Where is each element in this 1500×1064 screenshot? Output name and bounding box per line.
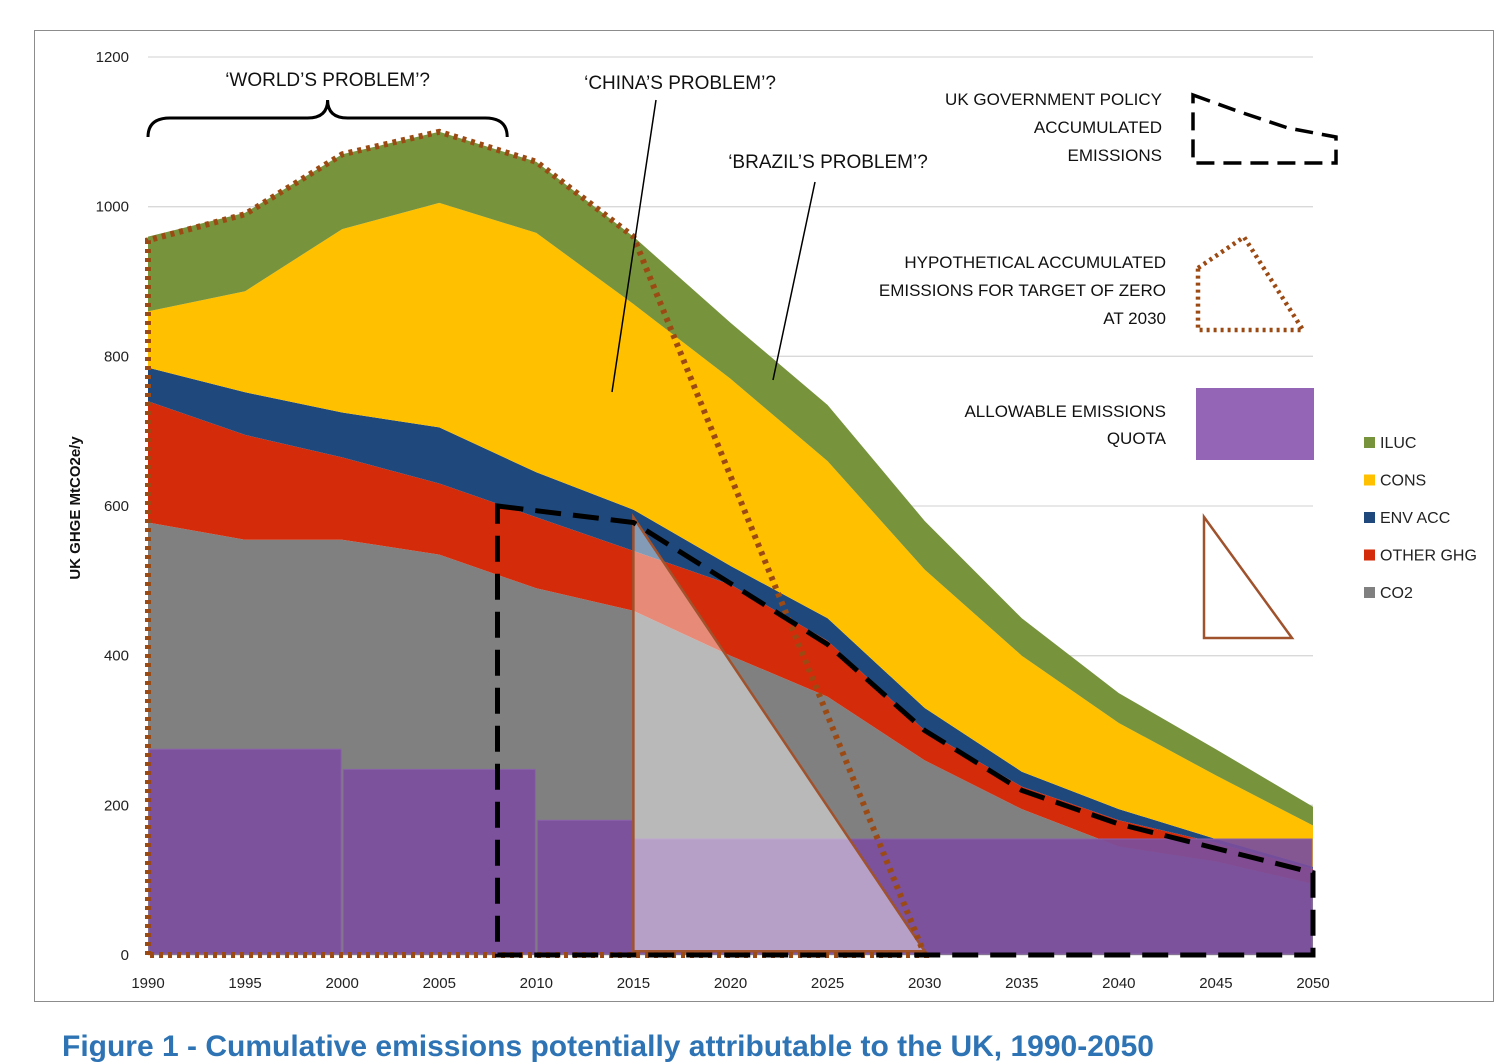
hypothetical-emissions-outline (145, 128, 930, 958)
legend-swatch-iluc (1364, 437, 1375, 448)
key-policy-label: ACCUMULATED (1034, 118, 1162, 137)
x-tick-label: 1995 (228, 975, 261, 992)
legend-swatch-env-acc (1364, 512, 1375, 523)
y-tick-label: 800 (104, 348, 129, 365)
area-iluc (148, 131, 1313, 826)
key-hypothetical-label: AT 2030 (1103, 309, 1166, 328)
x-tick-label: 2020 (714, 975, 747, 992)
annotation-world-problem: ‘WORLD’S PROBLEM’? (225, 70, 430, 91)
key-hypothetical-label: EMISSIONS FOR TARGET OF ZERO (879, 281, 1166, 300)
y-tick-label: 600 (104, 498, 129, 515)
x-tick-label: 2045 (1199, 975, 1232, 992)
y-tick-label: 0 (121, 947, 129, 964)
x-tick-label: 2030 (908, 975, 941, 992)
legend-label-cons: CONS (1380, 473, 1426, 490)
quota-block (633, 838, 1313, 955)
triangle-region (632, 513, 928, 953)
x-tick-label: 2050 (1296, 975, 1329, 992)
key-policy-label: EMISSIONS (1068, 146, 1162, 165)
area-cons (148, 202, 1313, 867)
x-tick-label: 2035 (1005, 975, 1038, 992)
x-tick-label: 2015 (617, 975, 650, 992)
y-tick-label: 1000 (96, 199, 129, 216)
key-quota-label: ALLOWABLE EMISSIONS (964, 402, 1166, 421)
key-policy-symbol (1191, 92, 1338, 165)
legend-swatch-co2 (1364, 587, 1375, 598)
x-tick-label: 2010 (520, 975, 553, 992)
x-tick-label: 2000 (325, 975, 358, 992)
figure-caption: Figure 1 - Cumulative emissions potentia… (62, 1030, 1154, 1063)
legend-label-env-acc: ENV ACC (1380, 510, 1450, 527)
key-hypothetical-symbol (1195, 233, 1308, 333)
key-triangle-symbol (1202, 513, 1295, 640)
y-tick-label: 1200 (96, 49, 129, 66)
area-other-ghg (148, 401, 1313, 884)
annotation-china-problem: ‘CHINA’S PROBLEM’? (584, 73, 776, 94)
legend-swatch-other-ghg (1364, 549, 1375, 561)
legend-label-iluc: ILUC (1380, 435, 1416, 452)
key-quota-label: QUOTA (1107, 429, 1167, 448)
quota-block (536, 819, 633, 955)
x-tick-label: 1990 (131, 975, 164, 992)
emissions-area-chart: 0 200 400 600 800 1000 1200 1990 1995 2000 2005 201… (67, 49, 1477, 992)
china-pointer-line (611, 99, 657, 393)
quota-block (342, 768, 536, 955)
quota-block (148, 748, 342, 955)
y-axis-label: UK GHGE MtCO2e/y (67, 436, 84, 580)
annotation-brazil-problem: ‘BRAZIL’S PROBLEM’? (728, 152, 928, 173)
key-hypothetical-label: HYPOTHETICAL ACCUMULATED (904, 253, 1166, 272)
legend-swatch-cons (1364, 474, 1375, 486)
world-problem-bracket (146, 99, 509, 138)
key-policy-label: UK GOVERNMENT POLICY (945, 90, 1162, 109)
legend-label-co2: CO2 (1380, 585, 1413, 602)
uk-policy-outline (495, 503, 1316, 958)
x-tick-label: 2040 (1102, 975, 1135, 992)
key-quota-symbol (1196, 388, 1314, 460)
x-tick-label: 2025 (811, 975, 844, 992)
y-tick-label: 200 (104, 797, 129, 814)
legend-label-other-ghg: OTHER GHG (1380, 548, 1477, 565)
x-tick-label: 2005 (423, 975, 456, 992)
brazil-pointer-line (772, 181, 816, 381)
area-env-acc (148, 367, 1313, 869)
y-tick-label: 400 (104, 648, 129, 665)
